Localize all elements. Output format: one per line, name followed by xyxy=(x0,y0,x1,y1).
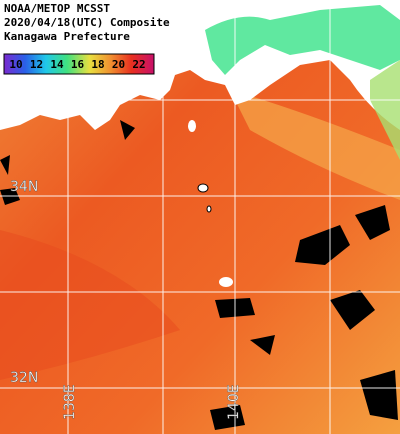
lon-label: 138E xyxy=(62,384,78,420)
colorbar-label: 20 xyxy=(112,58,125,71)
lon-label: 140E xyxy=(226,384,242,420)
clouds xyxy=(0,120,398,430)
land-vegetation xyxy=(205,5,400,75)
island xyxy=(188,120,196,132)
colorbar-label: 18 xyxy=(91,58,104,71)
colorbar-label: 22 xyxy=(132,58,145,71)
lat-label: 34N xyxy=(10,179,38,195)
lat-label: 32N xyxy=(10,370,38,386)
title-line: NOAA/METOP MCSST xyxy=(4,2,110,15)
coastal-water xyxy=(370,60,400,160)
warm-core xyxy=(0,230,180,380)
colorbar-label: 16 xyxy=(71,58,85,71)
island xyxy=(206,205,212,213)
colorbar-label: 14 xyxy=(50,58,64,71)
title-line: 2020/04/18(UTC) Composite xyxy=(4,16,170,29)
colorbar-label: 12 xyxy=(30,58,43,71)
title-line: Kanagawa Prefecture xyxy=(4,30,130,43)
colorbar-label: 10 xyxy=(9,58,22,71)
warm-band xyxy=(230,90,400,200)
title-box xyxy=(0,0,190,46)
colorbar xyxy=(3,53,155,75)
colorbar-labels: 10 12 14 16 18 20 22 xyxy=(9,58,145,71)
island xyxy=(219,277,233,287)
island xyxy=(197,183,209,193)
